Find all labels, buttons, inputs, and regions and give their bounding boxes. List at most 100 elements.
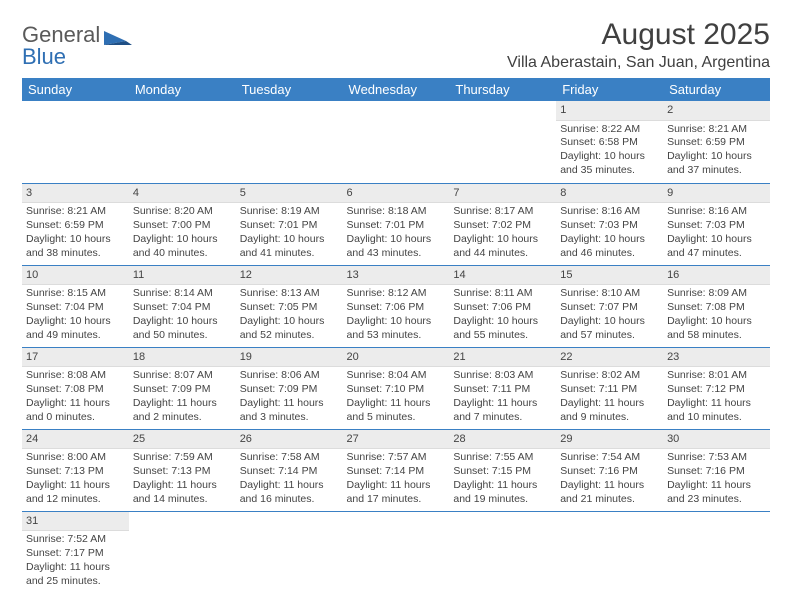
day-body: Sunrise: 8:17 AMSunset: 7:02 PMDaylight:…	[449, 203, 556, 264]
sunset-line: Sunset: 7:12 PM	[667, 383, 766, 397]
sunrise-line: Sunrise: 7:57 AM	[347, 451, 446, 465]
daylight-line: Daylight: 11 hours and 21 minutes.	[560, 479, 659, 507]
sunrise-line: Sunrise: 8:16 AM	[560, 205, 659, 219]
sunset-line: Sunset: 7:06 PM	[453, 301, 552, 315]
sunset-line: Sunset: 7:17 PM	[26, 547, 125, 561]
calendar-week: 24Sunrise: 8:00 AMSunset: 7:13 PMDayligh…	[22, 429, 770, 511]
sunset-line: Sunset: 7:16 PM	[667, 465, 766, 479]
sunrise-line: Sunrise: 8:19 AM	[240, 205, 339, 219]
sunset-line: Sunset: 7:07 PM	[560, 301, 659, 315]
daylight-line: Daylight: 11 hours and 19 minutes.	[453, 479, 552, 507]
calendar-cell: 9Sunrise: 8:16 AMSunset: 7:03 PMDaylight…	[663, 183, 770, 265]
calendar-cell	[343, 511, 450, 593]
sunrise-line: Sunrise: 8:02 AM	[560, 369, 659, 383]
day-number: 21	[449, 348, 556, 368]
day-body: Sunrise: 8:19 AMSunset: 7:01 PMDaylight:…	[236, 203, 343, 264]
sunrise-line: Sunrise: 8:12 AM	[347, 287, 446, 301]
sunset-line: Sunset: 7:09 PM	[133, 383, 232, 397]
day-number: 24	[22, 430, 129, 450]
sunset-line: Sunset: 7:08 PM	[26, 383, 125, 397]
sunrise-line: Sunrise: 8:16 AM	[667, 205, 766, 219]
day-body: Sunrise: 8:11 AMSunset: 7:06 PMDaylight:…	[449, 285, 556, 346]
day-number: 25	[129, 430, 236, 450]
day-body: Sunrise: 7:53 AMSunset: 7:16 PMDaylight:…	[663, 449, 770, 510]
daylight-line: Daylight: 11 hours and 10 minutes.	[667, 397, 766, 425]
daylight-line: Daylight: 10 hours and 49 minutes.	[26, 315, 125, 343]
sunrise-line: Sunrise: 8:15 AM	[26, 287, 125, 301]
sunrise-line: Sunrise: 8:22 AM	[560, 123, 659, 137]
daylight-line: Daylight: 11 hours and 9 minutes.	[560, 397, 659, 425]
daylight-line: Daylight: 10 hours and 44 minutes.	[453, 233, 552, 261]
sunset-line: Sunset: 7:03 PM	[560, 219, 659, 233]
day-body: Sunrise: 8:03 AMSunset: 7:11 PMDaylight:…	[449, 367, 556, 428]
sunrise-line: Sunrise: 8:11 AM	[453, 287, 552, 301]
calendar-cell: 5Sunrise: 8:19 AMSunset: 7:01 PMDaylight…	[236, 183, 343, 265]
calendar-cell	[343, 101, 450, 183]
header: General Blue August 2025 Villa Aberastai…	[22, 18, 770, 72]
calendar-cell: 2Sunrise: 8:21 AMSunset: 6:59 PMDaylight…	[663, 101, 770, 183]
calendar-cell: 6Sunrise: 8:18 AMSunset: 7:01 PMDaylight…	[343, 183, 450, 265]
sunset-line: Sunset: 7:13 PM	[26, 465, 125, 479]
sunrise-line: Sunrise: 7:52 AM	[26, 533, 125, 547]
calendar-cell: 8Sunrise: 8:16 AMSunset: 7:03 PMDaylight…	[556, 183, 663, 265]
day-body: Sunrise: 8:13 AMSunset: 7:05 PMDaylight:…	[236, 285, 343, 346]
daylight-line: Daylight: 10 hours and 37 minutes.	[667, 150, 766, 178]
sunset-line: Sunset: 7:11 PM	[453, 383, 552, 397]
daylight-line: Daylight: 11 hours and 23 minutes.	[667, 479, 766, 507]
calendar-cell: 22Sunrise: 8:02 AMSunset: 7:11 PMDayligh…	[556, 347, 663, 429]
sunset-line: Sunset: 7:06 PM	[347, 301, 446, 315]
day-number: 31	[22, 512, 129, 532]
day-number: 20	[343, 348, 450, 368]
day-body: Sunrise: 8:07 AMSunset: 7:09 PMDaylight:…	[129, 367, 236, 428]
sunset-line: Sunset: 7:10 PM	[347, 383, 446, 397]
daylight-line: Daylight: 11 hours and 7 minutes.	[453, 397, 552, 425]
day-number: 26	[236, 430, 343, 450]
calendar-cell: 14Sunrise: 8:11 AMSunset: 7:06 PMDayligh…	[449, 265, 556, 347]
calendar-cell: 11Sunrise: 8:14 AMSunset: 7:04 PMDayligh…	[129, 265, 236, 347]
day-number: 23	[663, 348, 770, 368]
calendar-cell: 15Sunrise: 8:10 AMSunset: 7:07 PMDayligh…	[556, 265, 663, 347]
daylight-line: Daylight: 11 hours and 25 minutes.	[26, 561, 125, 589]
day-number: 11	[129, 266, 236, 286]
daylight-line: Daylight: 10 hours and 52 minutes.	[240, 315, 339, 343]
day-number: 15	[556, 266, 663, 286]
calendar-cell	[556, 511, 663, 593]
sunset-line: Sunset: 7:16 PM	[560, 465, 659, 479]
logo: General Blue	[22, 24, 136, 68]
calendar-cell: 28Sunrise: 7:55 AMSunset: 7:15 PMDayligh…	[449, 429, 556, 511]
sunrise-line: Sunrise: 8:20 AM	[133, 205, 232, 219]
sunrise-line: Sunrise: 8:06 AM	[240, 369, 339, 383]
sunset-line: Sunset: 6:59 PM	[26, 219, 125, 233]
sunset-line: Sunset: 7:04 PM	[133, 301, 232, 315]
calendar-week: 10Sunrise: 8:15 AMSunset: 7:04 PMDayligh…	[22, 265, 770, 347]
sunrise-line: Sunrise: 8:04 AM	[347, 369, 446, 383]
sunset-line: Sunset: 7:08 PM	[667, 301, 766, 315]
day-number: 16	[663, 266, 770, 286]
calendar-cell: 17Sunrise: 8:08 AMSunset: 7:08 PMDayligh…	[22, 347, 129, 429]
daylight-line: Daylight: 10 hours and 41 minutes.	[240, 233, 339, 261]
sunrise-line: Sunrise: 8:14 AM	[133, 287, 232, 301]
calendar-cell: 13Sunrise: 8:12 AMSunset: 7:06 PMDayligh…	[343, 265, 450, 347]
day-body: Sunrise: 8:00 AMSunset: 7:13 PMDaylight:…	[22, 449, 129, 510]
calendar-week: 31Sunrise: 7:52 AMSunset: 7:17 PMDayligh…	[22, 511, 770, 593]
day-body: Sunrise: 8:01 AMSunset: 7:12 PMDaylight:…	[663, 367, 770, 428]
sunrise-line: Sunrise: 7:55 AM	[453, 451, 552, 465]
sunrise-line: Sunrise: 8:13 AM	[240, 287, 339, 301]
day-body: Sunrise: 8:21 AMSunset: 6:59 PMDaylight:…	[663, 121, 770, 182]
day-body: Sunrise: 8:12 AMSunset: 7:06 PMDaylight:…	[343, 285, 450, 346]
day-body: Sunrise: 8:21 AMSunset: 6:59 PMDaylight:…	[22, 203, 129, 264]
day-number: 9	[663, 184, 770, 204]
day-body: Sunrise: 8:09 AMSunset: 7:08 PMDaylight:…	[663, 285, 770, 346]
calendar-cell: 12Sunrise: 8:13 AMSunset: 7:05 PMDayligh…	[236, 265, 343, 347]
calendar-cell: 21Sunrise: 8:03 AMSunset: 7:11 PMDayligh…	[449, 347, 556, 429]
sunset-line: Sunset: 7:09 PM	[240, 383, 339, 397]
daylight-line: Daylight: 11 hours and 14 minutes.	[133, 479, 232, 507]
dayheader-friday: Friday	[556, 78, 663, 101]
day-number: 19	[236, 348, 343, 368]
sunrise-line: Sunrise: 7:53 AM	[667, 451, 766, 465]
calendar-cell	[663, 511, 770, 593]
sunset-line: Sunset: 7:05 PM	[240, 301, 339, 315]
calendar-cell	[449, 101, 556, 183]
calendar-cell	[236, 511, 343, 593]
day-body: Sunrise: 8:10 AMSunset: 7:07 PMDaylight:…	[556, 285, 663, 346]
